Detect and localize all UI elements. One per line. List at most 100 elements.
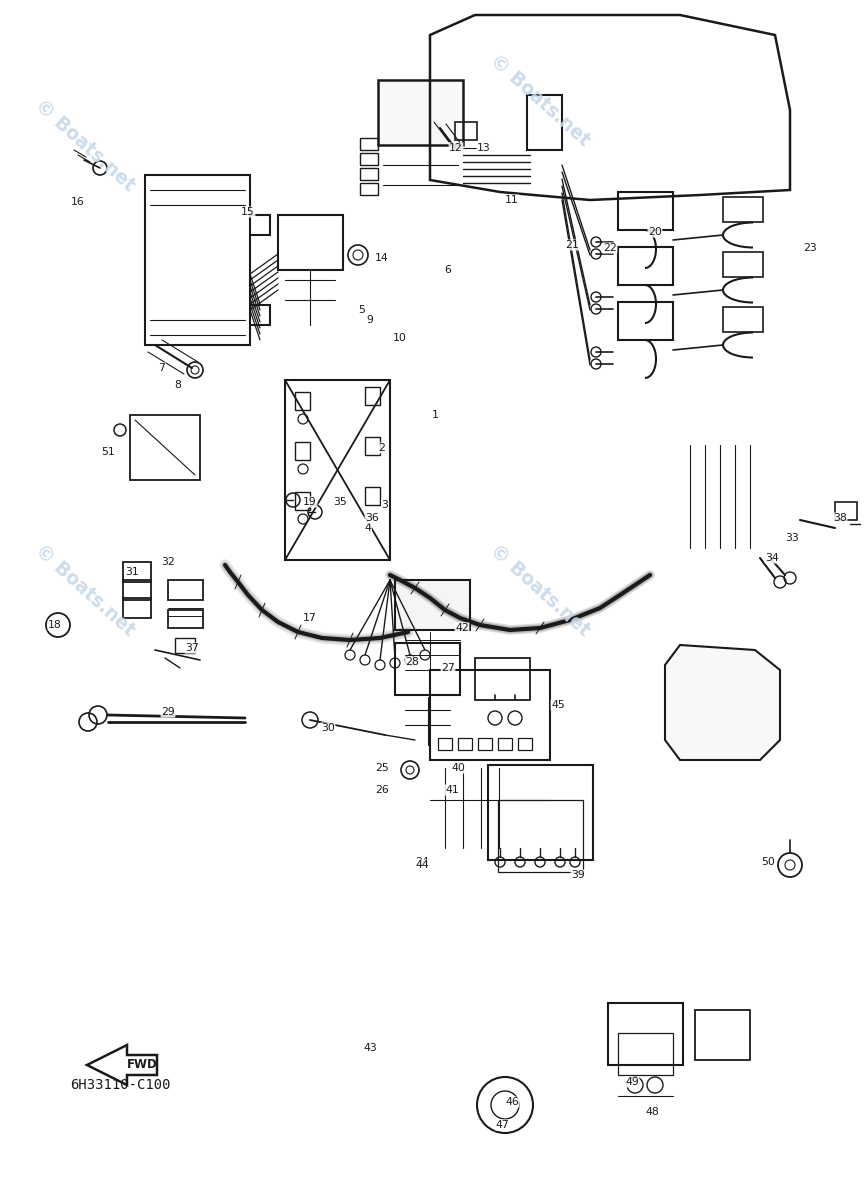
Bar	[723, 197, 763, 222]
Text: 36: 36	[365, 514, 378, 523]
Bar	[145, 175, 250, 346]
Bar	[430, 670, 550, 760]
Bar	[360, 168, 378, 180]
Text: 35: 35	[333, 497, 347, 506]
Text: 1: 1	[431, 410, 438, 420]
Text: 32: 32	[161, 557, 174, 566]
Text: 12: 12	[449, 143, 463, 152]
Text: 20: 20	[648, 227, 662, 236]
Text: 9: 9	[366, 314, 373, 325]
Bar	[365, 386, 380, 404]
Text: 50: 50	[761, 857, 775, 866]
Text: 6H33110-C100: 6H33110-C100	[70, 1078, 170, 1092]
Text: 18: 18	[48, 620, 62, 630]
Bar	[395, 580, 470, 630]
Polygon shape	[665, 646, 780, 760]
Polygon shape	[87, 1045, 157, 1085]
Bar	[123, 598, 151, 618]
Bar	[723, 307, 763, 332]
Bar	[498, 800, 583, 872]
Bar	[360, 182, 378, 194]
Bar	[695, 1010, 750, 1060]
Text: 29: 29	[161, 707, 174, 716]
Bar	[488, 766, 593, 860]
Text: 44: 44	[415, 860, 429, 870]
Text: © Boats.net: © Boats.net	[31, 96, 139, 194]
Text: 11: 11	[505, 194, 519, 205]
Text: © Boats.net: © Boats.net	[31, 540, 139, 640]
Bar	[365, 437, 380, 455]
Bar	[278, 215, 343, 270]
Text: 22: 22	[603, 242, 617, 253]
Text: 23: 23	[803, 242, 817, 253]
Text: © Boats.net: © Boats.net	[486, 50, 594, 150]
Bar	[608, 1003, 683, 1066]
Bar	[123, 562, 151, 582]
Text: 46: 46	[505, 1097, 519, 1106]
Bar	[478, 738, 492, 750]
Bar	[458, 738, 472, 750]
Text: 15: 15	[241, 206, 255, 217]
Text: 6: 6	[444, 265, 451, 275]
Text: 34: 34	[765, 553, 779, 563]
Text: FWD: FWD	[127, 1058, 157, 1072]
Text: 43: 43	[363, 1043, 377, 1054]
Text: 24: 24	[415, 857, 429, 866]
Bar	[498, 738, 512, 750]
Text: 41: 41	[445, 785, 459, 794]
Bar	[395, 643, 460, 695]
Text: 4: 4	[365, 523, 372, 533]
Text: 17: 17	[303, 613, 317, 623]
Text: 45: 45	[551, 700, 565, 710]
Text: 19: 19	[303, 497, 317, 506]
Text: 21: 21	[565, 240, 579, 250]
Text: 26: 26	[375, 785, 389, 794]
Bar	[618, 302, 673, 340]
Bar	[175, 638, 195, 653]
Bar	[618, 247, 673, 284]
Text: 2: 2	[378, 443, 385, 452]
Text: 40: 40	[451, 763, 465, 773]
Text: 48: 48	[645, 1106, 659, 1117]
Bar	[518, 738, 532, 750]
Bar	[455, 122, 477, 140]
Text: 38: 38	[833, 514, 847, 523]
Text: 51: 51	[102, 446, 115, 457]
Text: 13: 13	[477, 143, 491, 152]
Bar	[168, 610, 203, 628]
Bar	[168, 580, 203, 600]
Text: 10: 10	[393, 332, 407, 343]
Text: © Boats.net: © Boats.net	[486, 540, 594, 640]
Text: 3: 3	[382, 500, 389, 510]
Bar	[527, 95, 562, 150]
Text: 30: 30	[321, 722, 335, 733]
Bar	[295, 442, 310, 460]
Text: 33: 33	[786, 533, 799, 542]
Text: 5: 5	[358, 305, 365, 314]
Text: 42: 42	[455, 623, 469, 634]
Bar	[360, 152, 378, 164]
Bar	[618, 1033, 673, 1075]
Bar	[618, 192, 673, 230]
Bar	[360, 138, 378, 150]
Bar	[835, 502, 857, 520]
Bar	[438, 738, 452, 750]
Text: 16: 16	[71, 197, 85, 206]
Bar	[475, 658, 530, 700]
Text: 31: 31	[125, 566, 139, 577]
Text: 39: 39	[571, 870, 585, 880]
Bar	[295, 492, 310, 510]
Bar	[295, 392, 310, 410]
Bar	[123, 580, 151, 600]
Text: 14: 14	[375, 253, 389, 263]
Text: 27: 27	[441, 662, 455, 673]
Text: 28: 28	[405, 658, 419, 667]
Text: 47: 47	[495, 1120, 509, 1130]
Text: 49: 49	[625, 1078, 639, 1087]
Bar	[365, 487, 380, 505]
Text: 37: 37	[185, 643, 199, 653]
Text: 8: 8	[174, 380, 181, 390]
Bar	[378, 80, 463, 145]
Bar	[723, 252, 763, 277]
Text: 7: 7	[159, 362, 166, 373]
